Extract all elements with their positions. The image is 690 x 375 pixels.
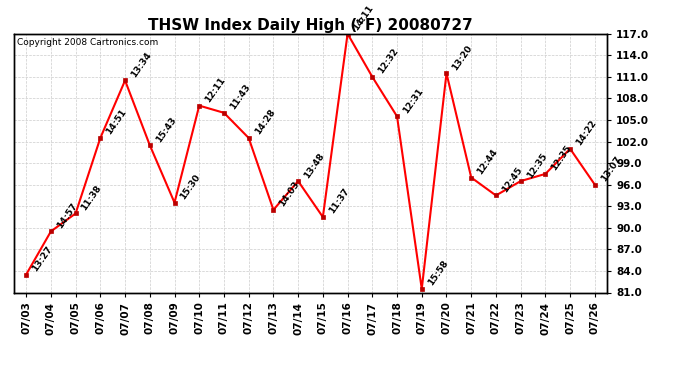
Text: 12:44: 12:44 — [475, 147, 500, 176]
Text: 14:22: 14:22 — [574, 118, 598, 147]
Text: 15:30: 15:30 — [179, 173, 202, 201]
Text: 12:45: 12:45 — [500, 165, 524, 194]
Text: 11:38: 11:38 — [80, 183, 104, 212]
Text: 12:32: 12:32 — [377, 47, 400, 75]
Text: 14:51: 14:51 — [104, 108, 128, 136]
Text: 15:43: 15:43 — [154, 115, 178, 144]
Text: 13:27: 13:27 — [30, 244, 55, 273]
Text: 13:07: 13:07 — [599, 155, 623, 183]
Text: 14:57: 14:57 — [55, 201, 79, 230]
Text: Copyright 2008 Cartronics.com: Copyright 2008 Cartronics.com — [17, 38, 158, 46]
Text: 14:03: 14:03 — [277, 180, 302, 209]
Title: THSW Index Daily High (°F) 20080727: THSW Index Daily High (°F) 20080727 — [148, 18, 473, 33]
Text: 14:11: 14:11 — [352, 4, 375, 32]
Text: 13:20: 13:20 — [451, 44, 474, 72]
Text: 14:28: 14:28 — [253, 108, 277, 136]
Text: 12:35: 12:35 — [525, 151, 549, 180]
Text: 13:48: 13:48 — [302, 151, 326, 180]
Text: 11:37: 11:37 — [327, 187, 351, 216]
Text: 12:35: 12:35 — [549, 144, 573, 172]
Text: 15:58: 15:58 — [426, 259, 450, 288]
Text: 13:34: 13:34 — [129, 50, 153, 79]
Text: 11:43: 11:43 — [228, 83, 252, 111]
Text: 12:31: 12:31 — [401, 86, 425, 115]
Text: 12:11: 12:11 — [204, 76, 227, 104]
